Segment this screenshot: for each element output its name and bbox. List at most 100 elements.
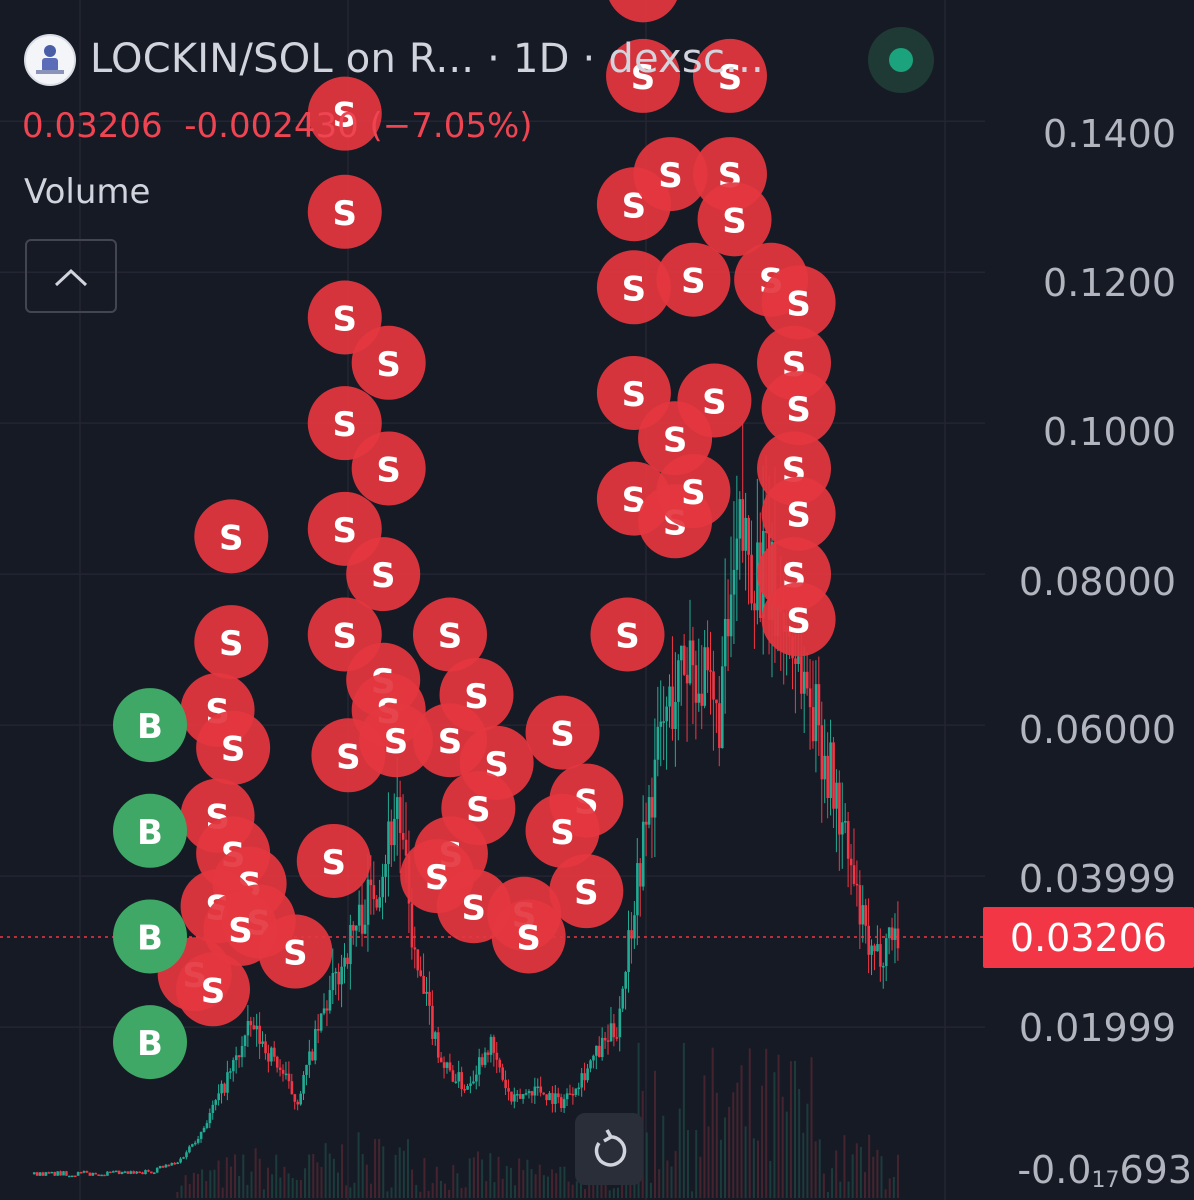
volume-bar <box>402 1150 405 1198</box>
sell-trade-marker[interactable]: S <box>606 0 680 23</box>
candle-body <box>466 1086 469 1090</box>
sell-trade-marker[interactable]: S <box>176 952 250 1027</box>
sell-trade-marker[interactable]: S <box>351 325 426 400</box>
candle-body <box>223 1083 226 1093</box>
candle-body <box>841 822 844 835</box>
candle-body <box>726 618 730 637</box>
volume-bar <box>785 1111 788 1198</box>
candle-body <box>682 645 686 675</box>
volume-bar <box>246 1184 249 1198</box>
buy-trade-marker[interactable]: B <box>113 899 187 974</box>
volume-bar <box>522 1170 525 1198</box>
volume-bar <box>258 1158 261 1198</box>
sell-marker-circle <box>525 793 600 868</box>
candle-body <box>729 594 733 637</box>
volume-bar <box>324 1143 327 1198</box>
volume-bar <box>316 1162 319 1198</box>
candle-body <box>568 1093 572 1095</box>
candle-body <box>299 1093 302 1105</box>
candle-body <box>536 1086 540 1089</box>
volume-bar <box>542 1175 545 1198</box>
sell-trade-marker[interactable]: S <box>761 582 836 657</box>
reset-chart-button[interactable] <box>575 1113 643 1185</box>
sell-trade-marker[interactable]: S <box>606 38 681 113</box>
sell-trade-marker[interactable]: S <box>203 891 278 966</box>
sell-trade-marker[interactable]: S <box>656 242 731 317</box>
candle-body <box>802 671 806 694</box>
candle-body <box>838 782 841 835</box>
sell-trade-marker[interactable]: S <box>412 597 487 672</box>
candle-body <box>677 660 680 702</box>
sell-trade-marker[interactable]: S <box>307 76 382 151</box>
sell-trade-marker[interactable]: S <box>633 137 708 212</box>
volume-bar <box>699 1156 702 1198</box>
sell-trade-marker[interactable]: S <box>677 363 752 438</box>
sell-trade-marker[interactable]: S <box>351 431 426 506</box>
sell-trade-marker[interactable]: S <box>692 38 767 113</box>
candle-body <box>191 1144 194 1147</box>
candle-body <box>70 1175 74 1178</box>
volume-indicator-label[interactable]: Volume <box>24 172 151 212</box>
volume-bar <box>736 1082 739 1198</box>
volume-bar <box>732 1092 735 1198</box>
collapse-indicators-button[interactable] <box>25 239 117 313</box>
sell-marker-letter: S <box>219 624 244 664</box>
candle-body <box>448 1062 452 1071</box>
buy-trade-marker[interactable]: B <box>113 688 187 763</box>
candle-body <box>428 991 431 1006</box>
sell-trade-marker[interactable]: S <box>761 371 836 446</box>
sell-marker-circle <box>307 76 382 151</box>
buy-marker-letter: B <box>137 918 163 958</box>
candle-body <box>135 1171 139 1174</box>
sell-trade-marker[interactable]: S <box>596 250 671 325</box>
volume-bar <box>654 1070 657 1198</box>
sell-trade-marker[interactable]: S <box>525 695 600 770</box>
candle-body <box>864 905 868 926</box>
candle-body <box>340 966 343 985</box>
sell-trade-marker[interactable]: S <box>194 499 269 574</box>
sell-trade-marker[interactable]: S <box>590 597 665 672</box>
volume-bar <box>283 1166 286 1198</box>
sell-trade-marker[interactable]: S <box>296 823 371 898</box>
buy-trade-marker[interactable]: B <box>113 1005 187 1080</box>
candle-body <box>50 1171 54 1174</box>
sell-trade-marker[interactable]: S <box>196 710 271 785</box>
volume-bar <box>559 1166 562 1198</box>
sell-marker-letter: S <box>786 390 811 430</box>
volume-bar <box>806 1103 809 1198</box>
candle-body <box>167 1164 171 1167</box>
sell-trade-marker[interactable]: S <box>359 703 433 778</box>
sell-trade-marker[interactable]: S <box>346 537 421 612</box>
candle-body <box>422 975 425 994</box>
sell-trade-marker[interactable]: S <box>761 476 836 551</box>
volume-bar <box>501 1178 504 1198</box>
sell-trade-marker[interactable]: S <box>697 182 772 257</box>
sell-trade-marker[interactable]: S <box>761 265 836 340</box>
chart-title[interactable]: LOCKIN/SOL on R... · 1D · dexsc... <box>90 36 764 82</box>
sell-trade-marker[interactable]: S <box>307 174 382 249</box>
volume-bar <box>794 1060 797 1198</box>
volume-bar <box>192 1172 195 1198</box>
candle-body <box>849 858 853 866</box>
volume-bar <box>629 1179 632 1198</box>
candle-body <box>302 1074 305 1094</box>
candle-body <box>741 499 745 551</box>
sell-marker-letter: S <box>786 601 811 641</box>
candle-body <box>255 1025 259 1030</box>
volume-bar <box>703 1075 706 1198</box>
volume-bar <box>534 1174 537 1198</box>
sell-trade-marker[interactable]: S <box>491 899 566 974</box>
volume-bar <box>353 1182 356 1198</box>
candle-body <box>507 1088 510 1092</box>
candle-body <box>229 1071 232 1073</box>
sell-trade-marker[interactable]: S <box>549 854 624 929</box>
candle-body <box>644 821 648 825</box>
candle-body <box>346 957 349 965</box>
sell-marker-letter: S <box>333 511 358 551</box>
sell-trade-marker[interactable]: S <box>525 793 600 868</box>
sell-trade-marker[interactable]: S <box>194 605 269 680</box>
sell-marker-letter: S <box>550 813 575 853</box>
volume-bar <box>551 1169 554 1198</box>
buy-trade-marker[interactable]: B <box>113 793 187 868</box>
